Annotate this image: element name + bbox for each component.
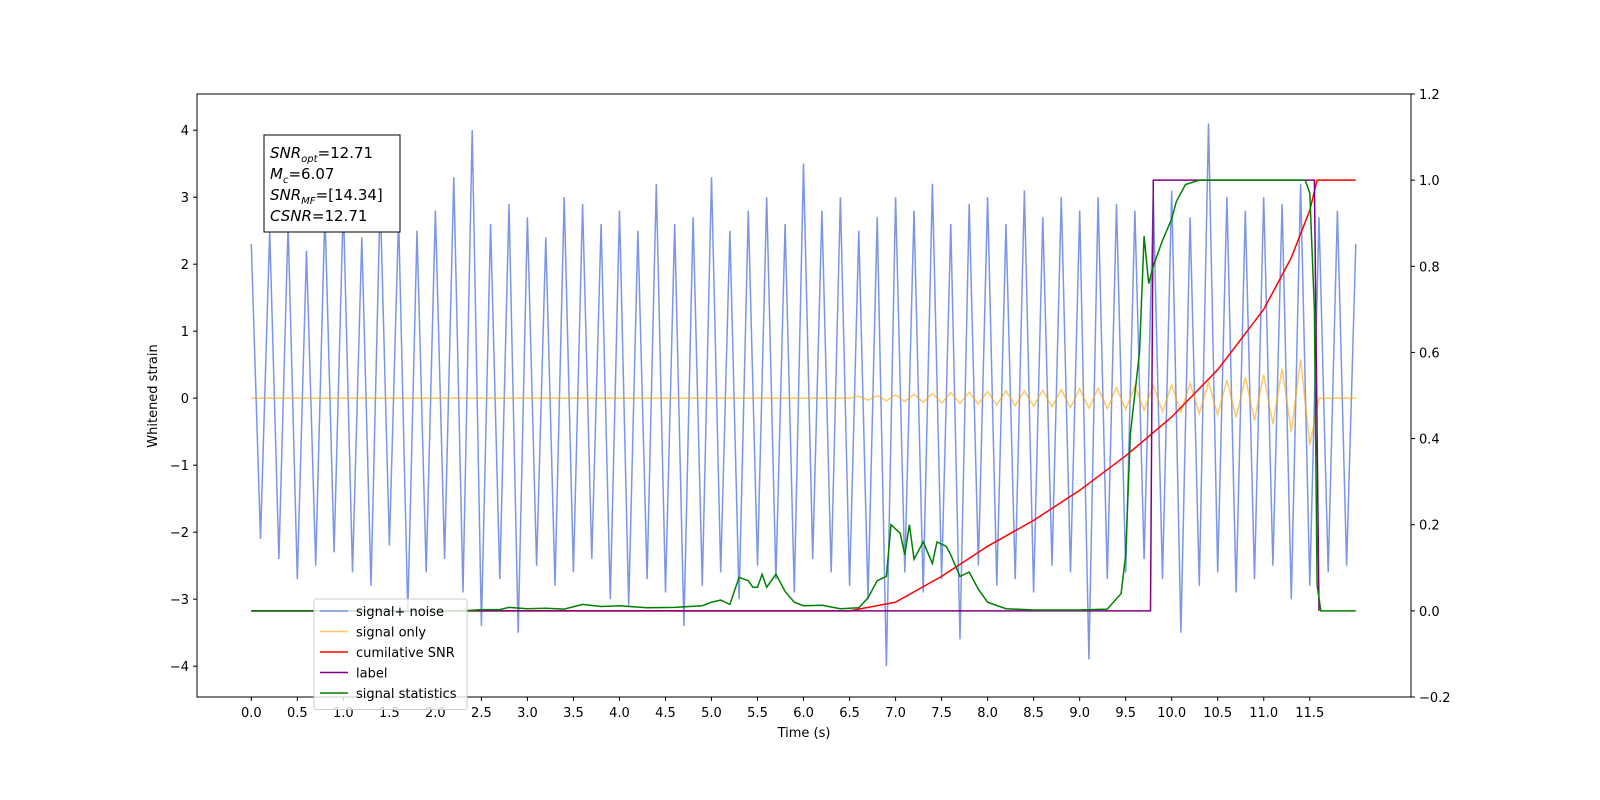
x-tick-label: 3.0 [517,706,538,721]
y-tick-label: 0 [181,392,189,407]
annotation-rest: =6.07 [288,165,334,183]
x-tick-label: 10.0 [1157,706,1186,721]
x-tick-label: 5.5 [747,706,768,721]
y2-tick-label: −0.2 [1419,691,1451,706]
annotation-line: SNRopt=12.71 [270,144,373,165]
x-tick-label: 6.5 [839,706,860,721]
annotation-rest: =12.71 [318,144,374,162]
annotation-main: SNR [270,144,301,162]
x-tick-label: 7.5 [931,706,952,721]
x-axis-label: Time (s) [777,726,831,741]
y-tick-label: −2 [170,526,189,541]
annotation-box [263,134,401,233]
y-tick-label: 3 [181,191,189,206]
y-tick-label: −3 [170,593,189,608]
y2-tick-label: 0.4 [1419,433,1440,448]
series-line [251,359,1356,446]
annotation-sub: MF [301,196,316,207]
annotation-line: SNRMF=[14.34] [270,186,383,207]
series-line [251,179,1356,612]
y-tick-label: 2 [181,258,189,273]
x-tick-label: 4.0 [609,706,630,721]
y-tick-label: 1 [181,325,189,340]
x-tick-label: 9.0 [1069,706,1090,721]
annotation-main: CSNR [270,207,312,225]
series-line [251,179,1356,612]
x-tick-label: 7.0 [885,706,906,721]
annotation-sub: opt [301,154,318,165]
x-tick-label: 2.5 [471,706,492,721]
x-tick-label: 10.5 [1203,706,1232,721]
x-tick-label: 6.0 [793,706,814,721]
legend-label: cumilative SNR [356,646,455,661]
annotation-line: CSNR=12.71 [270,207,367,225]
annotation-main: M [270,165,283,183]
annotation-sub: c [283,175,289,186]
annotation-rest: =12.71 [312,207,368,225]
x-tick-label: 8.0 [977,706,998,721]
y2-tick-label: 0.0 [1419,605,1440,620]
x-tick-label: 8.5 [1023,706,1044,721]
x-tick-label: 0.5 [287,706,308,721]
y2-tick-label: 0.2 [1419,519,1440,534]
series-line [251,179,1320,612]
x-tick-label: 3.5 [563,706,584,721]
x-tick-label: 4.5 [655,706,676,721]
legend-label: signal statistics [356,687,457,702]
y-tick-label: −4 [170,660,189,675]
annotation-main: SNR [270,186,301,204]
y2-tick-label: 0.8 [1419,260,1440,275]
annotation-rest: =[14.34] [316,186,383,204]
legend-label: signal only [356,626,426,641]
y-tick-label: 4 [181,124,189,139]
y2-tick-label: 0.6 [1419,346,1440,361]
x-tick-label: 5.0 [701,706,722,721]
y2-tick-label: 1.0 [1419,174,1440,189]
y-tick-label: −1 [170,459,189,474]
x-tick-label: 9.5 [1115,706,1136,721]
x-tick-label: 11.5 [1295,706,1324,721]
annotation-line: Mc=6.07 [270,165,334,186]
series-line [250,123,1357,667]
legend-frame [313,598,468,710]
y-axis-label: Whitened strain [146,344,161,447]
x-tick-label: 11.0 [1249,706,1278,721]
y2-tick-label: 1.2 [1419,88,1440,103]
x-tick-label: 0.0 [241,706,262,721]
legend-label: label [356,667,387,682]
legend-label: signal+ noise [356,605,444,620]
